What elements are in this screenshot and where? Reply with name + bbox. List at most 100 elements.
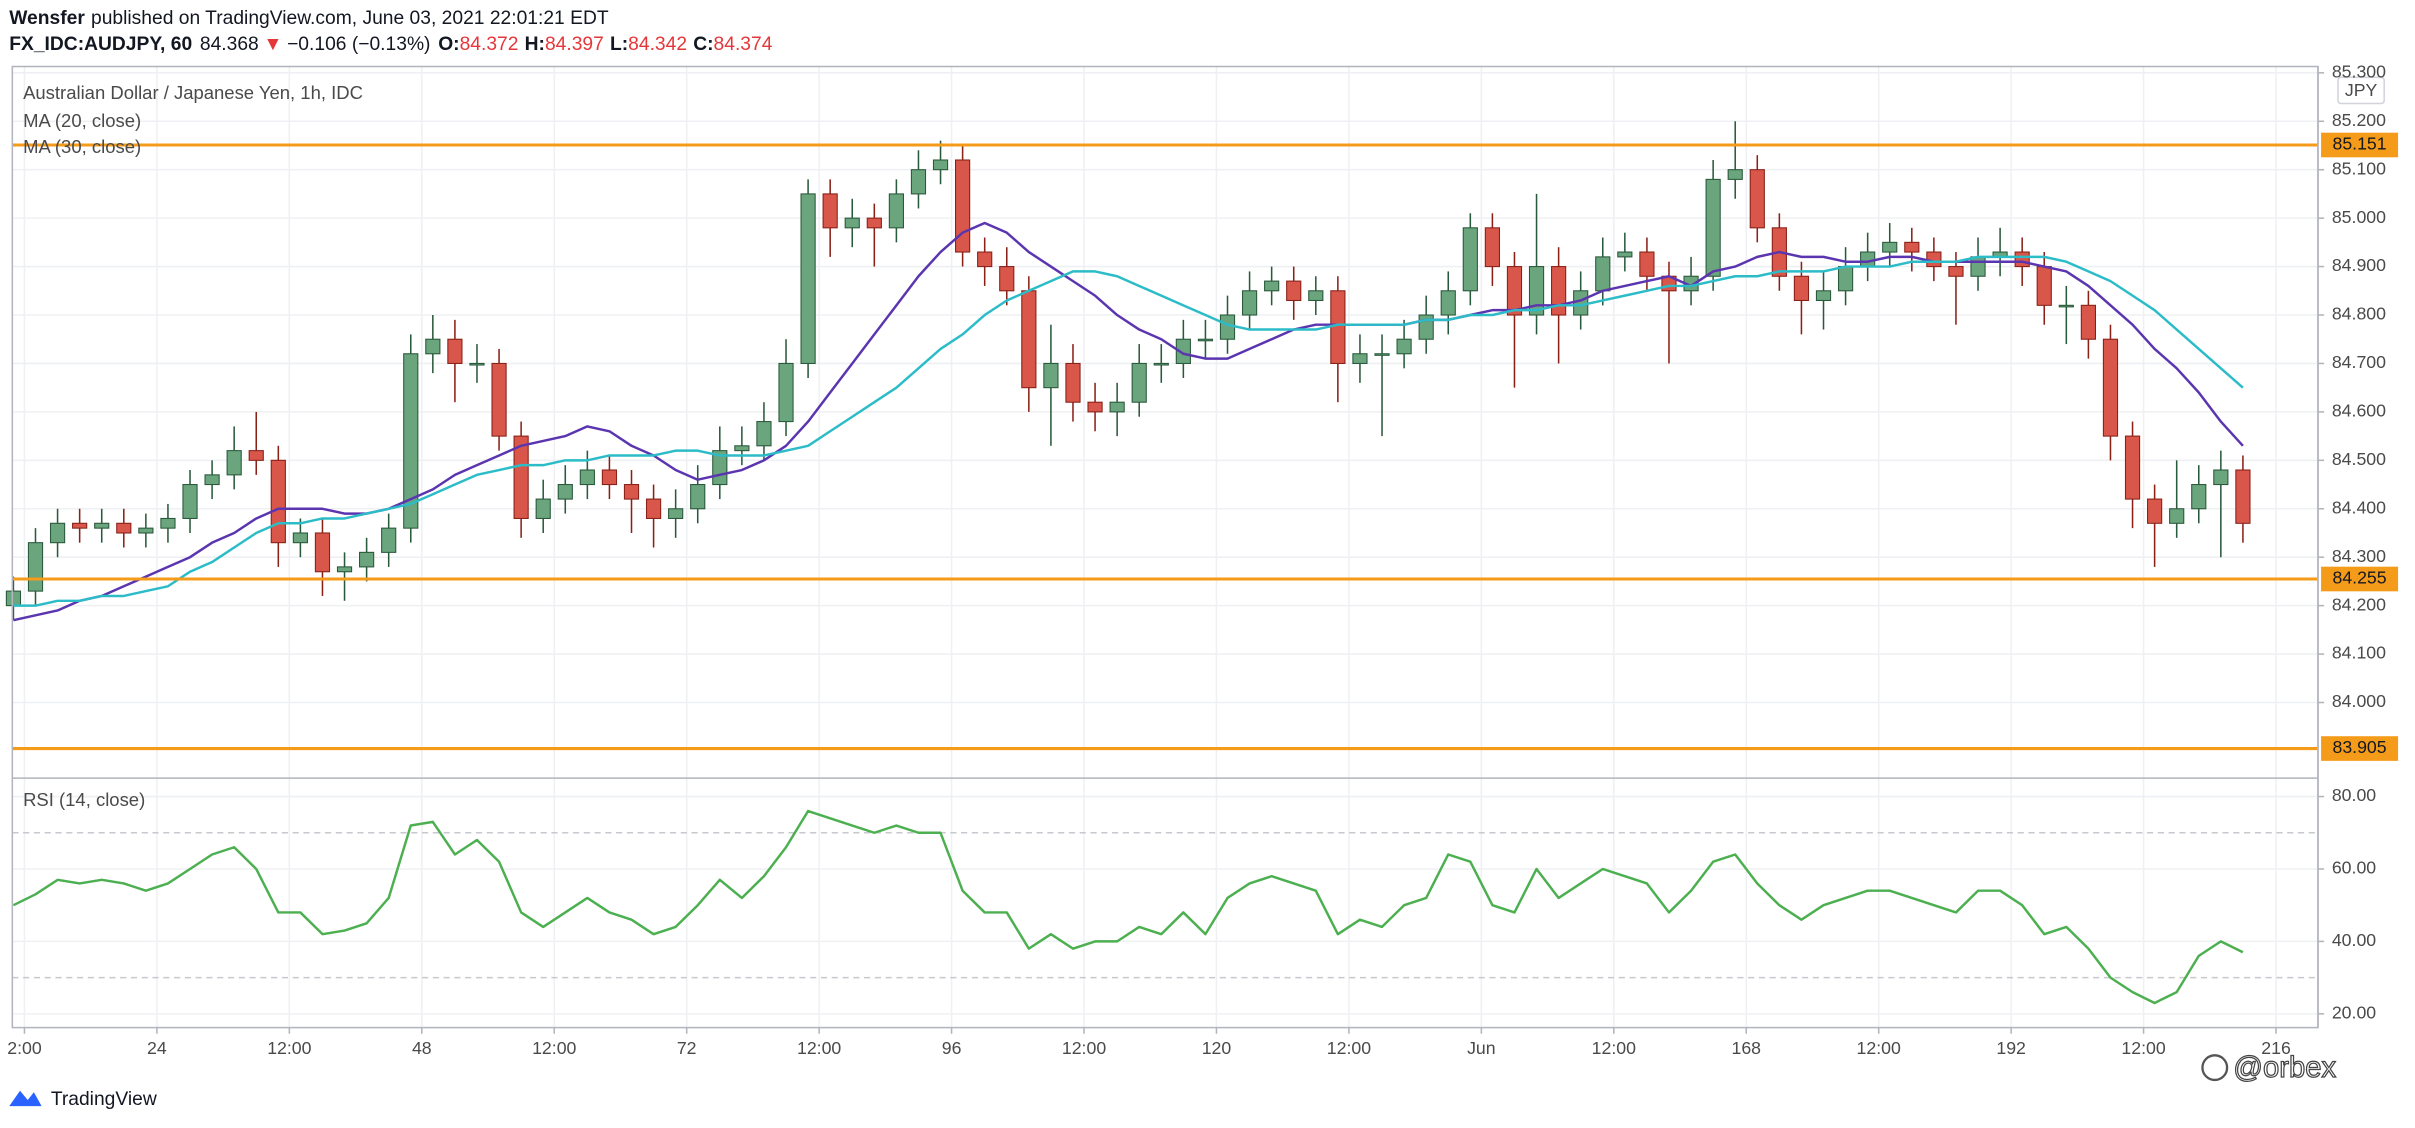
candle-body <box>1374 353 1390 356</box>
candle-body <box>668 508 684 519</box>
candle-body <box>1286 280 1302 302</box>
candle-body <box>248 450 264 461</box>
y-tick-label: 84.800 <box>2332 304 2386 324</box>
level-label-box <box>2321 566 2399 592</box>
candle-body <box>94 522 110 529</box>
y-tick-label: 40.00 <box>2332 930 2376 950</box>
candle-body <box>910 169 927 195</box>
x-tick-label: 2:00 <box>7 1038 42 1058</box>
candle-body <box>822 193 838 229</box>
ohlc-key: C: <box>693 34 713 55</box>
candle-body <box>778 362 794 423</box>
candle-body <box>756 421 772 447</box>
y-tick-label: 85.000 <box>2332 207 2386 227</box>
candle-body <box>690 484 706 510</box>
candle-body <box>226 450 242 476</box>
symbol: FX_IDC:AUDJPY, 60 <box>9 34 192 55</box>
y-tick-label: 84.600 <box>2332 401 2386 421</box>
candle-body <box>1551 266 1567 316</box>
candle-body <box>1528 266 1545 316</box>
watermark-icon <box>2201 1054 2229 1082</box>
x-tick-label: 12:00 <box>1062 1038 1106 1058</box>
y-tick-label: 84.100 <box>2332 643 2386 663</box>
level-label: 84.255 <box>2332 568 2386 588</box>
y-tick-label: 85.300 <box>2332 61 2386 81</box>
candle-body <box>49 522 66 544</box>
candle-body <box>2124 435 2141 500</box>
candle-body <box>1462 227 1478 292</box>
x-tick-label: Jun <box>1467 1038 1496 1058</box>
candle-body <box>116 522 132 534</box>
ohlc-value: 84.374 <box>714 34 773 55</box>
x-tick-label: 12:00 <box>2121 1038 2165 1058</box>
candle-body <box>2235 469 2251 524</box>
watermark: @orbex <box>2201 1051 2337 1085</box>
candle-body <box>336 566 353 573</box>
y-tick-label: 84.300 <box>2332 546 2386 566</box>
rsi-title: RSI (14, close) <box>23 789 145 810</box>
candle-body <box>888 193 904 229</box>
candle-body <box>403 353 419 529</box>
candle-body <box>977 251 993 268</box>
plot-area: 2:00 24 12:00 48 12:00 72 12:00 96 12:00 120 12:00… <box>5 66 2318 1058</box>
candle-body <box>469 362 485 366</box>
candle-body <box>1087 401 1103 413</box>
y-tick-label: 84.200 <box>2332 594 2386 614</box>
candle-body <box>381 527 397 553</box>
ohlc-key: O: <box>438 34 459 55</box>
y-tick-label: 84.000 <box>2332 691 2386 711</box>
candle-body <box>1705 178 1721 277</box>
candle-body <box>292 532 308 544</box>
candle-body <box>1241 290 1258 316</box>
currency-box <box>2337 76 2385 105</box>
candle-body <box>1043 362 1059 389</box>
x-tick-label: 192 <box>1996 1038 2026 1058</box>
level-label: 85.151 <box>2332 134 2386 154</box>
level-label-box <box>2321 132 2399 158</box>
publish-line: Wensfer published on TradingView.com, Jun… <box>9 8 609 29</box>
candle-body <box>557 484 573 500</box>
candle-body <box>734 445 750 452</box>
x-tick-label: 72 <box>677 1038 697 1058</box>
candle-body <box>2191 484 2207 510</box>
candle-body <box>314 532 331 573</box>
candle-body <box>2058 304 2074 308</box>
legend-entry: MA (30, close) <box>23 136 141 157</box>
y-tick-label: 85.100 <box>2332 158 2386 178</box>
change-arrow: ▼ <box>263 34 282 55</box>
candle-body <box>1970 256 1986 277</box>
candle-body <box>2036 266 2052 306</box>
candle-body <box>1926 251 1942 268</box>
candle-body <box>1131 362 1147 403</box>
candle-body <box>1573 290 1589 316</box>
candle-body <box>844 217 860 229</box>
candle-body <box>1727 169 1743 180</box>
x-tick-label: 12:00 <box>797 1038 841 1058</box>
level-label-box <box>2321 736 2399 761</box>
logo-icon <box>9 1090 42 1107</box>
candle-body <box>1815 290 1832 302</box>
candle-body <box>601 469 618 486</box>
author: Wensfer <box>9 8 85 29</box>
candle-body <box>932 159 949 171</box>
candle-body <box>160 517 176 529</box>
ohlc-key: L: <box>610 34 628 55</box>
brand: TradingView <box>51 1089 157 1110</box>
legend-entry: MA (20, close) <box>23 110 141 131</box>
y-tick-label: 20.00 <box>2332 1003 2376 1023</box>
symbol-line: FX_IDC:AUDJPY, 60 84.368 ▼ −0.106 (−0.13%) O… <box>9 34 772 55</box>
candle-body <box>2014 251 2030 268</box>
candle-body <box>359 551 375 568</box>
candle-body <box>1396 338 1412 355</box>
candle-body <box>1860 251 1876 268</box>
candle-body <box>5 590 22 607</box>
candle-body <box>1109 401 1125 413</box>
candle-body <box>1153 362 1169 366</box>
candle-body <box>2169 508 2185 524</box>
x-tick-label: 12:00 <box>1592 1038 1636 1058</box>
candle-body <box>27 542 44 592</box>
ohlc-key: H: <box>525 34 545 55</box>
candle-body <box>1948 266 1964 277</box>
